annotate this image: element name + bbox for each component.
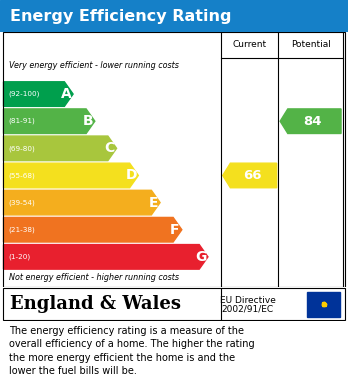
Text: 66: 66 [243,169,261,182]
Polygon shape [3,136,117,161]
Text: (92-100): (92-100) [9,91,40,97]
Text: Not energy efficient - higher running costs: Not energy efficient - higher running co… [9,273,179,282]
Text: A: A [61,87,71,101]
Text: G: G [195,250,207,264]
Text: 84: 84 [304,115,322,128]
Text: Very energy efficient - lower running costs: Very energy efficient - lower running co… [9,61,179,70]
Text: Potential: Potential [291,40,331,49]
Polygon shape [280,109,341,133]
Text: The energy efficiency rating is a measure of the
overall efficiency of a home. T: The energy efficiency rating is a measur… [9,326,254,376]
Polygon shape [3,217,182,242]
Text: (39-54): (39-54) [9,199,35,206]
Text: 2002/91/EC: 2002/91/EC [222,305,274,314]
Text: C: C [104,141,115,155]
Polygon shape [3,190,160,215]
Text: D: D [126,169,137,183]
Text: (21-38): (21-38) [9,226,35,233]
Polygon shape [3,109,95,133]
Text: (69-80): (69-80) [9,145,35,152]
Text: (81-91): (81-91) [9,118,35,124]
Text: Current: Current [232,40,267,49]
Polygon shape [223,163,277,188]
Text: England & Wales: England & Wales [10,295,181,313]
Text: F: F [170,223,180,237]
Text: (55-68): (55-68) [9,172,35,179]
Polygon shape [3,163,139,188]
Text: Energy Efficiency Rating: Energy Efficiency Rating [10,9,232,23]
Text: B: B [82,114,93,128]
Polygon shape [3,244,208,269]
Bar [307,292,340,317]
Polygon shape [3,82,73,106]
Text: (1-20): (1-20) [9,254,31,260]
Text: EU Directive: EU Directive [220,296,276,305]
Text: E: E [148,196,158,210]
